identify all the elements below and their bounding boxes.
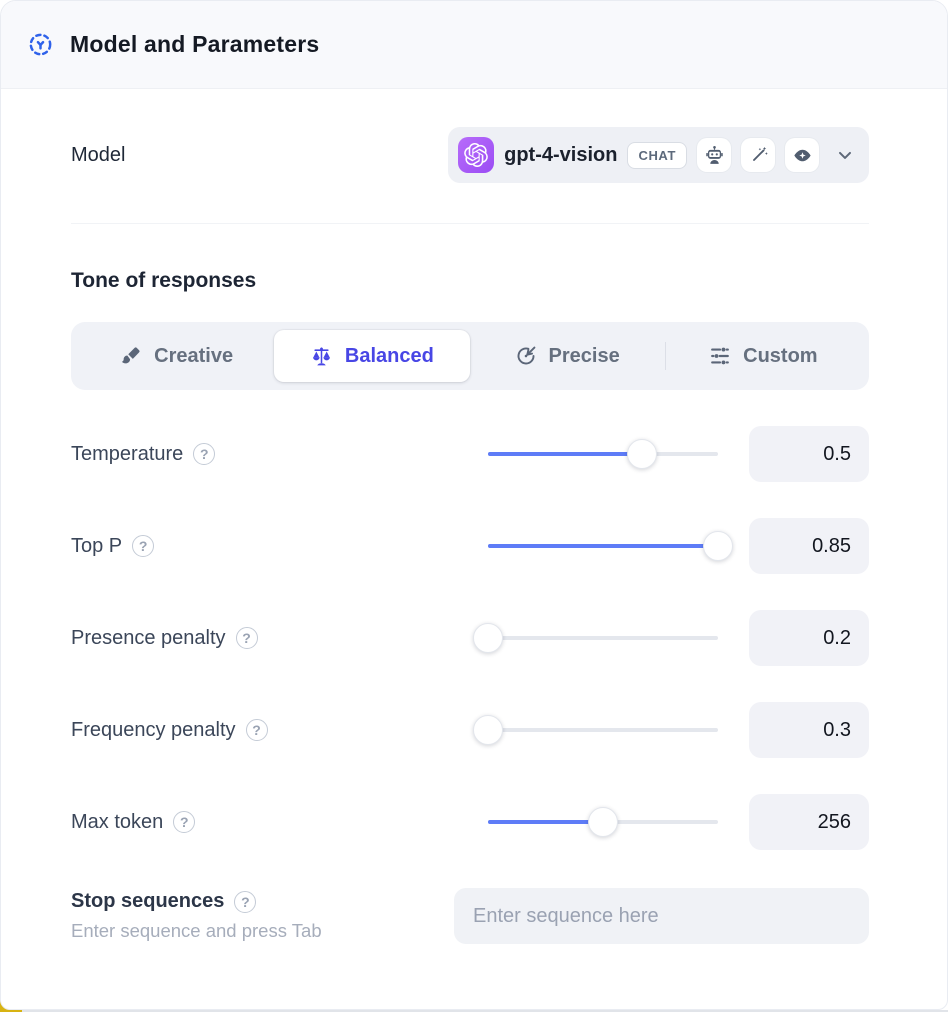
help-icon[interactable]: ? [235,627,258,649]
param-label: Presence penalty [71,626,226,649]
page-title: Model and Parameters [70,31,320,57]
openai-logo-icon [458,137,495,173]
max-token-slider[interactable] [488,807,718,837]
section-divider [71,223,869,224]
tone-section-heading: Tone of responses [71,269,257,292]
vision-eye-icon [785,138,819,172]
param-label: Top P [71,534,123,557]
frequency-penalty-value[interactable]: 0.3 [749,702,869,758]
slider-fill [488,544,718,548]
balance-scale-icon [310,345,333,368]
model-label: Model [71,143,126,166]
top-p-value[interactable]: 0.85 [749,518,869,574]
magic-wand-icon [741,138,775,172]
page-bottom-edge [0,1010,948,1012]
tone-option-balanced[interactable]: Balanced [274,330,470,382]
help-icon[interactable]: ? [132,535,155,557]
tone-option-precise[interactable]: Precise [470,330,665,382]
param-row-temperature: Temperature ? 0.5 [71,426,869,482]
slider-track [488,636,718,640]
param-label: Temperature [71,442,184,465]
slider-fill [488,820,603,824]
sliders-icon [709,345,731,367]
help-icon[interactable]: ? [193,443,216,465]
stop-sequence-input[interactable] [454,888,869,944]
tone-option-label: Custom [743,344,818,367]
stop-sequences-label: Stop sequences [71,890,225,912]
slider-thumb[interactable] [703,531,733,561]
param-label: Max token [71,810,164,833]
card-header: Model and Parameters [1,1,947,89]
robot-icon [697,138,731,172]
help-icon[interactable]: ? [245,719,268,741]
help-icon[interactable]: ? [234,890,257,913]
tone-option-custom[interactable]: Custom [666,330,861,382]
temperature-slider[interactable] [488,439,718,469]
tone-segmented-control: Creative Balanced [71,322,869,390]
slider-thumb[interactable] [588,807,618,837]
slider-fill [488,452,643,456]
temperature-value[interactable]: 0.5 [749,426,869,482]
help-icon[interactable]: ? [173,811,196,833]
slider-track [488,728,718,732]
presence-penalty-value[interactable]: 0.2 [749,610,869,666]
slider-thumb[interactable] [473,623,503,653]
tone-option-creative[interactable]: Creative [79,330,274,382]
model-select-dropdown[interactable]: gpt-4-vision CHAT [448,127,869,183]
card-body: Model gpt-4-vision CHAT [1,89,947,944]
paintbrush-icon [120,345,142,367]
tone-option-label: Precise [548,344,620,367]
param-row-max-token: Max token ? 256 [71,794,869,850]
model-hub-icon [27,31,54,58]
stop-sequences-row: Stop sequences ? Enter sequence and pres… [71,888,869,944]
model-type-badge: CHAT [627,141,687,169]
stop-sequences-hint: Enter sequence and press Tab [71,920,322,941]
slider-thumb[interactable] [627,439,658,469]
selected-model-name: gpt-4-vision [504,143,618,166]
chevron-down-icon [835,145,855,165]
param-label: Frequency penalty [71,718,236,741]
tone-option-label: Creative [154,344,234,367]
frequency-penalty-slider[interactable] [473,715,718,745]
model-row: Model gpt-4-vision CHAT [71,127,869,183]
top-p-slider[interactable] [488,531,733,561]
target-icon [515,345,537,367]
presence-penalty-slider[interactable] [473,623,718,653]
slider-thumb[interactable] [473,715,503,745]
param-row-frequency-penalty: Frequency penalty ? 0.3 [71,702,869,758]
segment-divider [664,342,666,370]
param-row-top-p: Top P ? 0.85 [71,518,869,574]
max-token-value[interactable]: 256 [749,794,869,850]
param-row-presence-penalty: Presence penalty ? 0.2 [71,610,869,666]
tone-option-label: Balanced [344,344,434,367]
